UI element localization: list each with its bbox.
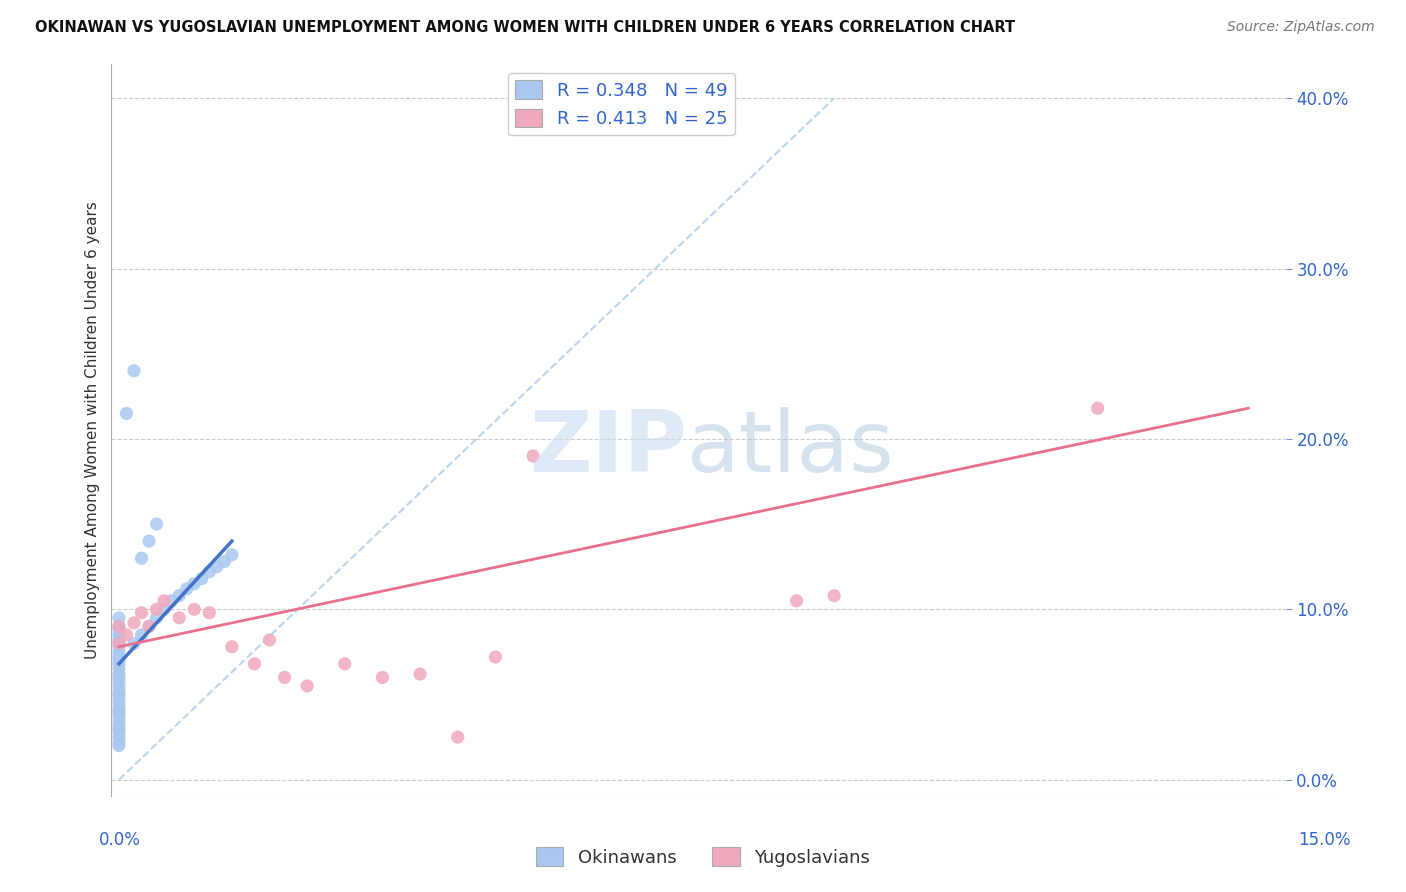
Point [108, 705, 131, 719]
Point [108, 611, 131, 625]
Point [115, 628, 138, 642]
Point [198, 606, 221, 620]
Y-axis label: Unemployment Among Women with Children Under 6 years: Unemployment Among Women with Children U… [86, 202, 100, 659]
Point [108, 696, 131, 710]
Point [108, 640, 131, 654]
Text: 0.0%: 0.0% [98, 831, 141, 849]
Point [522, 449, 544, 463]
Point [273, 670, 295, 684]
Point [108, 739, 131, 753]
Point [138, 534, 160, 549]
Point [153, 594, 176, 608]
Point [108, 636, 131, 650]
Point [108, 650, 131, 665]
Point [153, 602, 176, 616]
Point [484, 650, 506, 665]
Point [190, 572, 212, 586]
Point [108, 679, 131, 693]
Point [447, 730, 470, 744]
Point [115, 406, 138, 420]
Point [108, 653, 131, 667]
Point [108, 688, 131, 702]
Point [823, 589, 845, 603]
Point [122, 364, 145, 378]
Point [108, 657, 131, 671]
Point [108, 718, 131, 732]
Point [108, 619, 131, 633]
Point [108, 670, 131, 684]
Point [108, 735, 131, 749]
Text: atlas: atlas [688, 408, 894, 491]
Point [108, 730, 131, 744]
Point [122, 615, 145, 630]
Point [108, 628, 131, 642]
Point [183, 602, 205, 616]
Point [108, 662, 131, 676]
Point [108, 722, 131, 736]
Point [131, 628, 153, 642]
Point [183, 576, 205, 591]
Legend: Okinawans, Yugoslavians: Okinawans, Yugoslavians [529, 840, 877, 874]
Point [108, 725, 131, 739]
Point [108, 619, 131, 633]
Point [160, 594, 183, 608]
Point [259, 632, 281, 647]
Point [221, 548, 243, 562]
Point [122, 636, 145, 650]
Point [167, 611, 190, 625]
Point [108, 667, 131, 681]
Point [371, 670, 394, 684]
Point [145, 602, 167, 616]
Point [221, 640, 243, 654]
Point [108, 636, 131, 650]
Point [145, 517, 167, 532]
Point [108, 707, 131, 722]
Text: Source: ZipAtlas.com: Source: ZipAtlas.com [1227, 20, 1375, 34]
Point [145, 611, 167, 625]
Point [333, 657, 356, 671]
Point [138, 619, 160, 633]
Point [108, 632, 131, 647]
Point [176, 582, 198, 596]
Point [1087, 401, 1109, 416]
Point [295, 679, 318, 693]
Point [243, 657, 266, 671]
Text: 15.0%: 15.0% [1298, 831, 1351, 849]
Text: ZIP: ZIP [529, 408, 688, 491]
Point [108, 690, 131, 705]
Point [131, 606, 153, 620]
Point [108, 713, 131, 727]
Point [786, 594, 808, 608]
Point [409, 667, 432, 681]
Point [205, 559, 228, 574]
Point [167, 589, 190, 603]
Point [108, 701, 131, 715]
Point [108, 623, 131, 637]
Point [138, 619, 160, 633]
Text: OKINAWAN VS YUGOSLAVIAN UNEMPLOYMENT AMONG WOMEN WITH CHILDREN UNDER 6 YEARS COR: OKINAWAN VS YUGOSLAVIAN UNEMPLOYMENT AMO… [35, 20, 1015, 35]
Point [108, 673, 131, 688]
Point [131, 551, 153, 566]
Point [108, 684, 131, 698]
Point [214, 555, 236, 569]
Point [198, 565, 221, 579]
Legend: R = 0.348   N = 49, R = 0.413   N = 25: R = 0.348 N = 49, R = 0.413 N = 25 [508, 73, 734, 136]
Point [108, 645, 131, 659]
